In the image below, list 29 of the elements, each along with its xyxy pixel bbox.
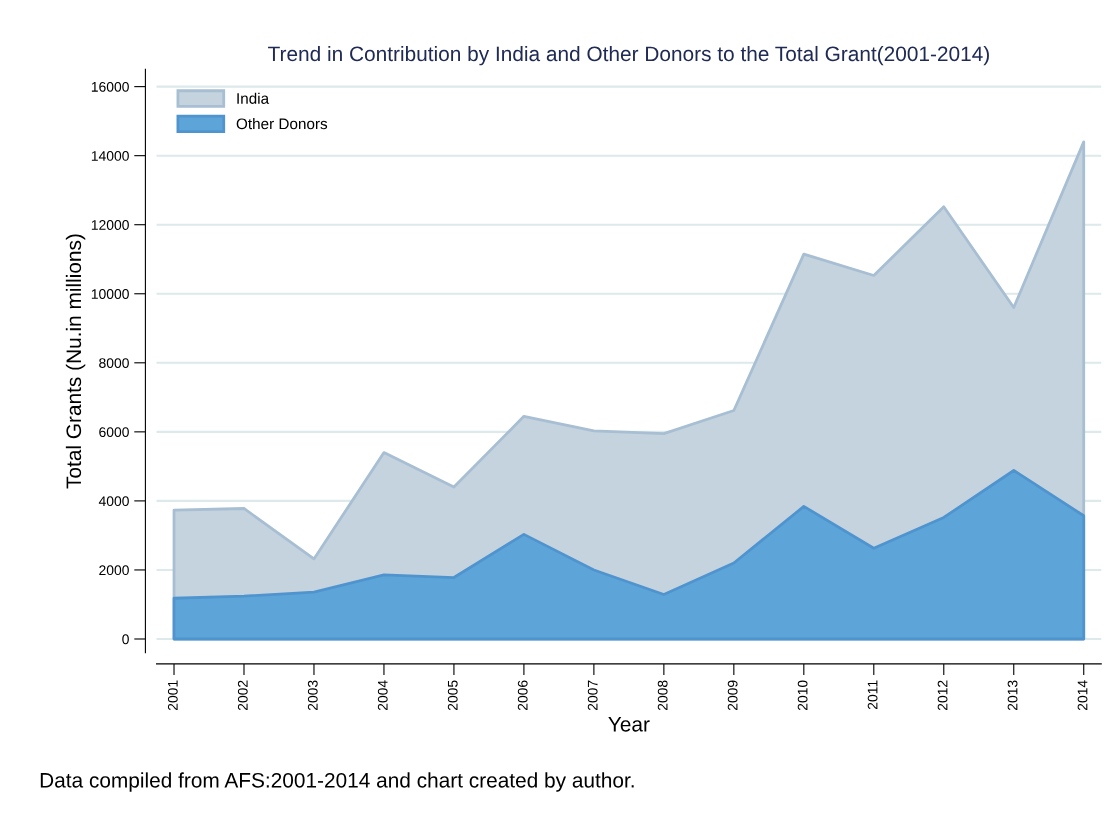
x-tick-label: 2012 — [937, 680, 948, 711]
x-tick-label: 2014 — [1077, 680, 1088, 711]
x-axis-title: Year — [608, 717, 650, 732]
y-tick-label: 4000 — [98, 496, 129, 507]
legend-label: Other Donors — [236, 117, 328, 130]
x-tick-label: 2010 — [797, 680, 808, 711]
y-tick-label: 16000 — [91, 81, 129, 92]
y-tick-label: 10000 — [91, 289, 129, 299]
legend-label: India — [237, 92, 270, 104]
x-tick-label: 2004 — [377, 680, 388, 711]
x-tick-label: 2001 — [167, 680, 178, 711]
y-tick-label: 6000 — [99, 427, 129, 438]
y-tick-label: 2000 — [99, 565, 129, 576]
x-tick-label: 2007 — [587, 680, 598, 711]
x-tick-label: 2006 — [517, 680, 528, 711]
x-tick-label: 2005 — [447, 680, 458, 711]
y-tick-label: 0 — [122, 634, 129, 645]
x-tick-label: 2009 — [727, 680, 738, 711]
y-tick-label: 8000 — [99, 358, 129, 368]
y-tick-label: 14000 — [91, 151, 129, 161]
x-tick-label: 2011 — [867, 680, 878, 710]
y-axis-title: Total Grants (Nu.in millions) — [65, 234, 86, 489]
x-tick-label: 2002 — [237, 680, 248, 711]
x-tick-label: 2013 — [1007, 680, 1018, 711]
x-tick-label: 2008 — [657, 680, 668, 711]
y-tick-label: 12000 — [91, 220, 129, 230]
chart-title: Trend in Contribution by India and Other Donors to the Total Grant(2001-2014) — [268, 45, 989, 66]
text: Data compiled from AFS:2001-2014 and chart created by author. — [40, 772, 634, 792]
x-tick-label: 2003 — [307, 680, 318, 711]
